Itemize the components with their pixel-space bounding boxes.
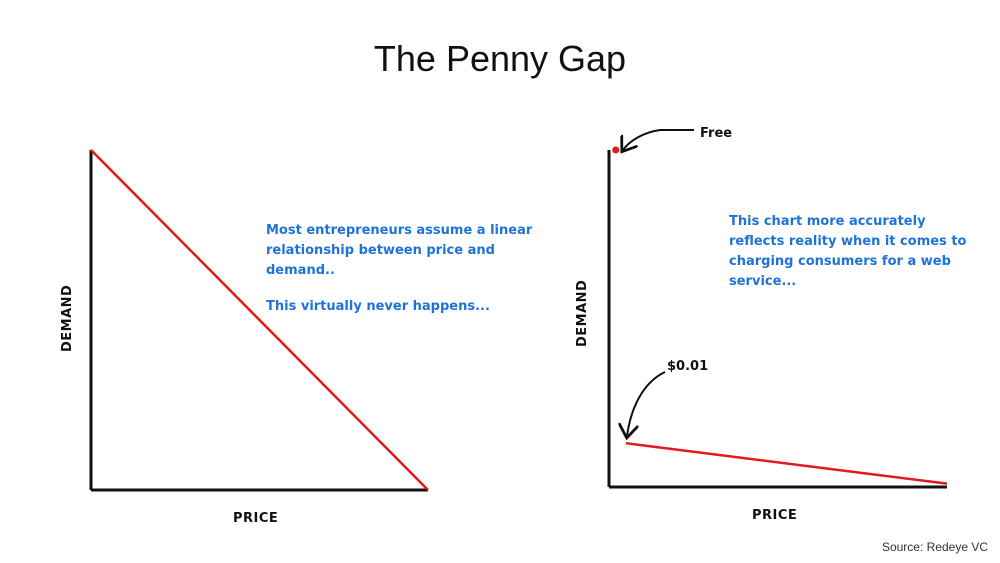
right-annotation: This chart more accurately reflects real… bbox=[729, 214, 967, 289]
left-x-axis-label: PRICE bbox=[233, 511, 279, 526]
left-demand-line bbox=[90, 149, 429, 491]
left-y-axis-label: DEMAND bbox=[60, 284, 75, 352]
right-y-axis-label: DEMAND bbox=[575, 279, 590, 347]
free-point bbox=[612, 146, 620, 154]
free-arrow bbox=[623, 129, 694, 150]
penny-arrow bbox=[627, 371, 666, 436]
page-title: The Penny Gap bbox=[373, 38, 627, 79]
right-demand-line bbox=[625, 441, 948, 485]
left-annotation: Most entrepreneurs assume a linear relat… bbox=[266, 221, 566, 317]
free-label: Free bbox=[700, 126, 733, 141]
left-annotation-line-2: This virtually never happens... bbox=[266, 299, 490, 314]
right-x-axis-label: PRICE bbox=[752, 508, 798, 523]
penny-label: $0.01 bbox=[667, 359, 709, 374]
source-credit: Source: Redeye VC bbox=[881, 540, 988, 554]
left-annotation-line-1: Most entrepreneurs assume a linear relat… bbox=[266, 223, 533, 278]
